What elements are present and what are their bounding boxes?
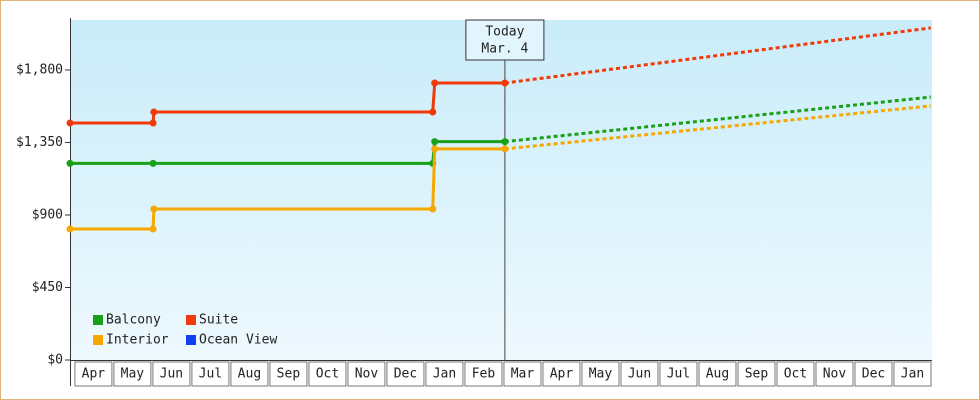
x-tick-cell <box>503 361 542 387</box>
point <box>149 159 157 167</box>
y-tick-label: $0 <box>47 353 63 368</box>
point <box>149 225 157 233</box>
y-tick-label: $1,350 <box>16 135 63 150</box>
legend-swatch <box>186 335 196 345</box>
point <box>150 108 158 116</box>
point <box>429 108 437 116</box>
x-tick-cell <box>659 361 698 387</box>
legend-label: Balcony <box>106 313 161 328</box>
x-tick-label: Oct <box>316 367 339 382</box>
x-tick-cell <box>893 361 932 387</box>
x-tick-label: Apr <box>82 367 106 382</box>
point <box>501 79 509 87</box>
x-tick-cell <box>542 361 581 387</box>
x-tick-cell <box>308 361 347 387</box>
x-tick-cell <box>152 361 191 387</box>
x-tick-label: Aug <box>238 367 261 382</box>
projection-line <box>504 26 932 85</box>
x-tick-cell <box>464 361 503 387</box>
today-box <box>465 19 545 61</box>
x-tick-cell <box>776 361 815 387</box>
x-tick-label: Oct <box>784 367 807 382</box>
x-tick-label: May <box>589 367 613 382</box>
x-tick-label: Aug <box>706 367 729 382</box>
y-tick-label: $1,800 <box>16 62 63 77</box>
x-tick-label: Nov <box>355 367 379 382</box>
x-tick-label: May <box>121 367 145 382</box>
x-tick-label: Apr <box>550 367 574 382</box>
plot-area <box>70 20 932 360</box>
x-tick-cell <box>581 361 620 387</box>
x-tick-cell <box>854 361 893 387</box>
x-tick-label: Nov <box>823 367 847 382</box>
point <box>431 145 439 153</box>
legend-label: Ocean View <box>199 333 277 348</box>
x-tick-label: Jan <box>901 367 924 382</box>
x-tick-cell <box>425 361 464 387</box>
y-tick-label: $450 <box>32 280 63 295</box>
point <box>431 138 439 146</box>
point <box>501 145 509 153</box>
point <box>429 205 437 213</box>
today-date: Mar. 4 <box>481 42 528 57</box>
point <box>66 225 74 233</box>
x-tick-cell <box>269 361 308 387</box>
x-tick-label: Dec <box>394 367 417 382</box>
point <box>66 119 74 127</box>
point <box>501 138 509 146</box>
x-tick-label: Jul <box>667 367 690 382</box>
today-label: Today <box>485 25 524 40</box>
x-tick-label: Sep <box>745 367 769 382</box>
y-tick-label: $900 <box>32 207 63 222</box>
x-tick-label: Dec <box>862 367 885 382</box>
point <box>150 205 158 213</box>
legend-swatch <box>93 315 103 325</box>
price-line <box>70 81 505 125</box>
point <box>149 119 157 127</box>
x-tick-cell <box>191 361 230 387</box>
x-tick-label: Mar <box>511 367 535 382</box>
point <box>431 79 439 87</box>
x-tick-cell <box>347 361 386 387</box>
x-tick-cell <box>815 361 854 387</box>
legend-label: Interior <box>106 333 169 348</box>
legend-swatch <box>186 315 196 325</box>
legend-label: Suite <box>199 313 238 328</box>
x-tick-label: Jun <box>628 367 651 382</box>
x-tick-cell <box>113 361 152 387</box>
x-tick-cell <box>620 361 659 387</box>
legend-swatch <box>93 335 103 345</box>
x-tick-label: Jun <box>160 367 183 382</box>
x-tick-cell <box>737 361 776 387</box>
x-tick-label: Jul <box>199 367 222 382</box>
x-tick-cell <box>74 361 113 387</box>
projection-line <box>504 95 931 144</box>
price-line <box>70 147 505 231</box>
x-tick-cell <box>386 361 425 387</box>
x-tick-label: Jan <box>433 367 456 382</box>
x-tick-cell <box>230 361 269 387</box>
point <box>66 159 74 167</box>
x-tick-cell <box>698 361 737 387</box>
x-tick-label: Sep <box>277 367 301 382</box>
x-tick-label: Feb <box>472 367 496 382</box>
projection-line <box>504 104 931 151</box>
